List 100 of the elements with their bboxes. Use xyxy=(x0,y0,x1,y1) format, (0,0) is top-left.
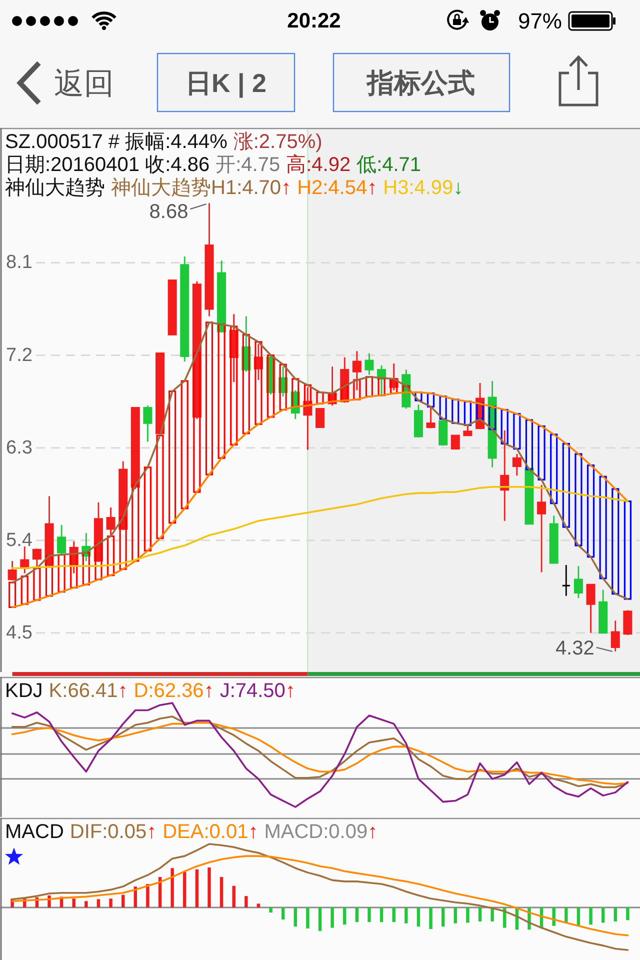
bar xyxy=(292,378,300,408)
bar xyxy=(306,907,310,928)
bar xyxy=(72,898,76,908)
annotation: 8.68 xyxy=(149,201,188,224)
candlestick xyxy=(562,564,571,597)
bar xyxy=(254,341,262,425)
annotation: ↑ xyxy=(281,177,292,199)
series-label: DIF:0.05 xyxy=(70,821,147,843)
candlestick xyxy=(316,408,324,428)
series-label: D:62.36 xyxy=(134,680,204,702)
annotation: 高:4.92 xyxy=(286,153,351,176)
bar xyxy=(132,484,140,562)
chart-title: MACD xyxy=(5,821,64,843)
candlestick xyxy=(143,404,152,442)
bar xyxy=(454,907,457,924)
bar xyxy=(500,408,508,445)
bar xyxy=(525,419,534,470)
bar xyxy=(220,877,224,908)
candlestick xyxy=(20,546,30,574)
bar xyxy=(429,907,432,930)
bar xyxy=(180,380,188,510)
bar xyxy=(365,376,374,398)
candlestick xyxy=(8,560,17,582)
bar xyxy=(33,567,41,601)
candlestick xyxy=(450,434,460,450)
text: ↑ xyxy=(248,821,258,843)
text: 返回 xyxy=(54,68,114,100)
bar xyxy=(589,907,592,925)
text: 日期:20160401 收:4.86 xyxy=(5,154,210,176)
bar xyxy=(70,552,78,588)
bar xyxy=(478,907,482,922)
annotation: 涨:2.75%) xyxy=(233,131,322,153)
text: 日K | 2 xyxy=(186,68,266,98)
bar xyxy=(464,400,472,426)
bar xyxy=(624,500,632,600)
bar xyxy=(378,377,386,396)
bar xyxy=(601,907,605,923)
bar xyxy=(294,907,297,927)
candlestick xyxy=(204,202,214,317)
bar xyxy=(170,868,174,908)
bar xyxy=(380,907,384,922)
bar xyxy=(146,884,150,908)
bar xyxy=(232,886,236,908)
text: 97% xyxy=(518,8,562,34)
bar xyxy=(586,464,595,558)
bar xyxy=(109,898,112,908)
text: ↑ xyxy=(204,680,214,702)
bar xyxy=(218,324,226,459)
candlestick xyxy=(598,589,608,634)
bar xyxy=(562,442,570,528)
bar xyxy=(439,396,447,420)
bar xyxy=(316,391,324,404)
bar xyxy=(168,390,176,524)
candlestick xyxy=(574,565,583,599)
bar xyxy=(574,453,582,546)
text: H2:4.54 xyxy=(297,177,368,199)
bar xyxy=(279,364,287,411)
text: ↑ xyxy=(118,680,128,702)
text: 神仙大趋势H1:4.70 xyxy=(111,177,282,199)
bar xyxy=(82,552,90,586)
bar xyxy=(476,402,484,420)
bar xyxy=(94,542,102,580)
bar xyxy=(318,907,322,931)
bar xyxy=(256,904,260,908)
series-label: J:74.50 xyxy=(220,680,286,702)
candlestick xyxy=(180,256,190,362)
bar xyxy=(416,907,420,927)
bar xyxy=(8,582,16,608)
annotation: ↑ xyxy=(367,177,378,199)
bar xyxy=(513,413,521,450)
bar xyxy=(368,907,371,922)
bar xyxy=(230,326,238,446)
text: ↑ xyxy=(146,821,157,843)
bar xyxy=(343,907,346,925)
text: H3:4.99 xyxy=(383,177,454,199)
text: 20:22 xyxy=(287,10,341,32)
y-tick-label: 8.1 xyxy=(6,252,32,274)
bar xyxy=(599,476,607,580)
bar xyxy=(612,488,620,595)
text: ↑ xyxy=(368,821,378,843)
bar xyxy=(414,391,422,402)
bar xyxy=(355,907,359,922)
bar xyxy=(84,901,88,908)
y-tick-label: 5.4 xyxy=(6,530,33,551)
candlestick xyxy=(512,453,522,476)
bar xyxy=(328,392,336,402)
text: MACD:0.09 xyxy=(264,821,368,843)
candlestick xyxy=(537,484,546,573)
bar xyxy=(242,334,250,434)
bar xyxy=(119,516,127,570)
chart-title: SZ.000517 # 振幅:4.44% xyxy=(5,131,228,153)
bar xyxy=(208,867,211,908)
bar xyxy=(58,554,66,593)
candlestick xyxy=(623,610,632,636)
chart-title: KDJ xyxy=(5,680,43,702)
bar xyxy=(281,907,285,920)
annotation: 4.32 xyxy=(555,637,594,660)
annotation: 低:4.71 xyxy=(356,154,422,176)
bar xyxy=(626,907,630,920)
bar xyxy=(614,907,617,922)
